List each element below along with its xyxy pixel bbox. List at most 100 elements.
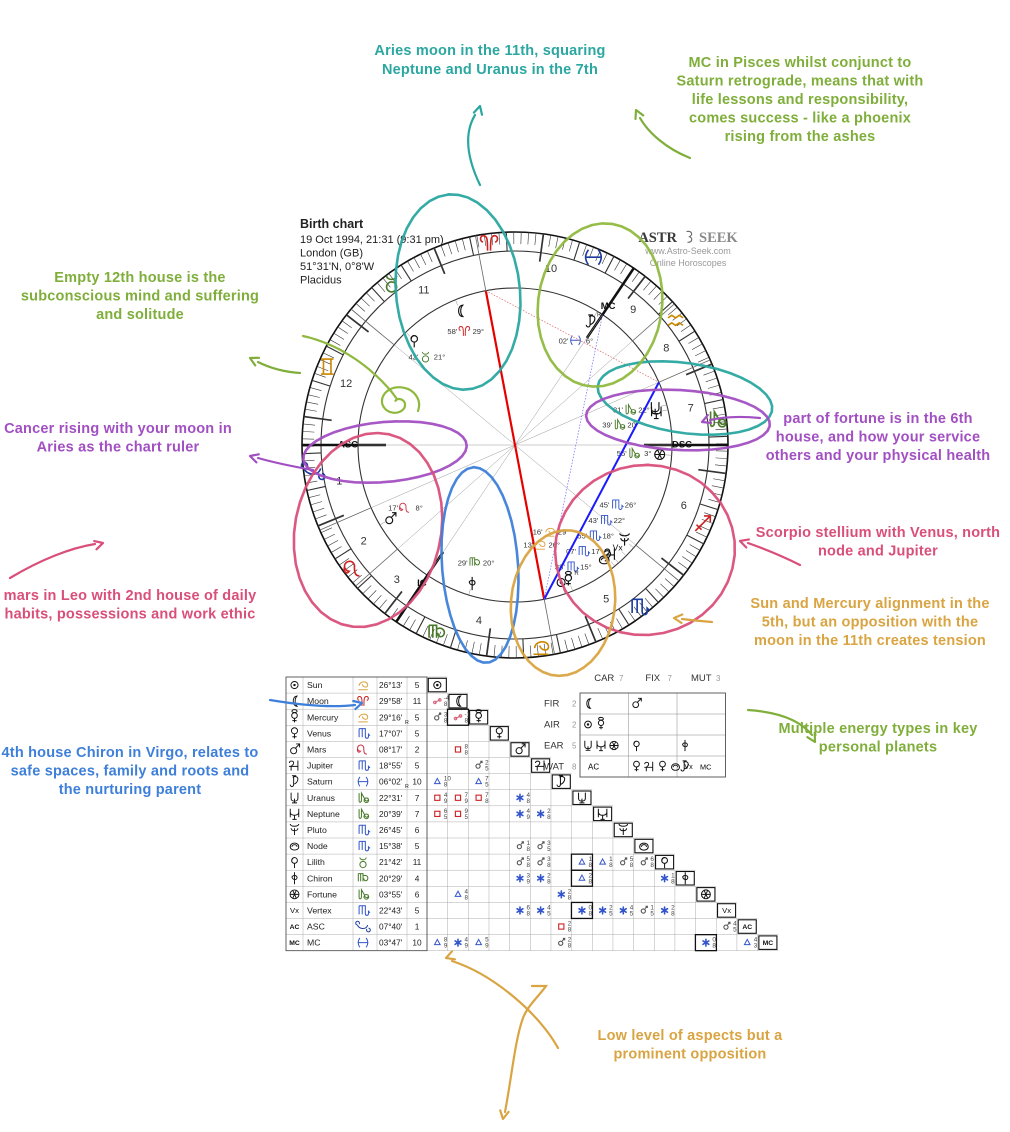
svg-text:SEEK: SEEK bbox=[699, 230, 738, 246]
svg-text:CAR: CAR bbox=[594, 673, 614, 684]
svg-text:20°29': 20°29' bbox=[379, 873, 403, 883]
svg-text:Empty 12th house is the: Empty 12th house is the bbox=[54, 270, 225, 286]
svg-text:Neptune: Neptune bbox=[307, 809, 340, 819]
svg-text:3: 3 bbox=[754, 943, 758, 950]
svg-text:Node: Node bbox=[307, 841, 328, 851]
svg-text:5: 5 bbox=[415, 905, 420, 915]
svg-text:Sun: Sun bbox=[307, 680, 323, 690]
svg-text:3: 3 bbox=[394, 574, 400, 586]
svg-text:19 Oct 1994, 21:31 (9:31 pm): 19 Oct 1994, 21:31 (9:31 pm) bbox=[300, 234, 444, 246]
svg-text:8: 8 bbox=[609, 862, 613, 869]
svg-text:EAR: EAR bbox=[544, 741, 564, 752]
svg-text:08°17': 08°17' bbox=[379, 744, 403, 754]
svg-text:6: 6 bbox=[415, 825, 420, 835]
svg-text:AIR: AIR bbox=[544, 720, 560, 731]
svg-text:the nurturing parent: the nurturing parent bbox=[59, 782, 202, 798]
svg-text:07°40': 07°40' bbox=[379, 922, 403, 932]
svg-text:Vx: Vx bbox=[684, 762, 693, 771]
svg-text:7: 7 bbox=[668, 674, 673, 683]
svg-text:2: 2 bbox=[415, 744, 420, 754]
svg-text:Neptune and Uranus in the 7th: Neptune and Uranus in the 7th bbox=[382, 62, 598, 78]
svg-text:Aries as the chart ruler: Aries as the chart ruler bbox=[37, 440, 200, 456]
svg-text:18°55': 18°55' bbox=[379, 761, 403, 771]
svg-text:8: 8 bbox=[568, 927, 572, 934]
svg-text:MC: MC bbox=[601, 301, 616, 312]
svg-text:29': 29' bbox=[458, 559, 468, 568]
svg-text:06°02': 06°02' bbox=[379, 777, 403, 787]
svg-text:5: 5 bbox=[415, 761, 420, 771]
svg-text:6: 6 bbox=[681, 500, 687, 512]
svg-text:Aries moon in the 11th, squari: Aries moon in the 11th, squaring bbox=[374, 43, 605, 59]
svg-text:prominent opposition: prominent opposition bbox=[613, 1047, 766, 1063]
svg-text:8: 8 bbox=[712, 943, 716, 950]
svg-text:Lilith: Lilith bbox=[307, 857, 325, 867]
svg-text:5: 5 bbox=[485, 782, 489, 789]
svg-text:WAT: WAT bbox=[544, 762, 564, 773]
svg-text:11: 11 bbox=[413, 696, 422, 706]
svg-text:4: 4 bbox=[415, 873, 420, 883]
svg-text:8: 8 bbox=[588, 878, 592, 885]
svg-text:8: 8 bbox=[547, 814, 551, 821]
svg-text:51°31'N, 0°8'W: 51°31'N, 0°8'W bbox=[300, 261, 375, 273]
svg-text:4: 4 bbox=[476, 615, 482, 627]
svg-text:subconscious mind and sufferin: subconscious mind and suffering bbox=[21, 289, 259, 305]
svg-text:MC: MC bbox=[307, 938, 321, 948]
svg-text:8: 8 bbox=[444, 782, 448, 789]
svg-text:02': 02' bbox=[559, 336, 569, 345]
svg-text:15°: 15° bbox=[580, 563, 591, 572]
svg-text:R: R bbox=[574, 571, 579, 577]
svg-text:comes success - like a phoenix: comes success - like a phoenix bbox=[689, 111, 911, 127]
svg-text:8: 8 bbox=[650, 862, 654, 869]
svg-text:5: 5 bbox=[603, 594, 609, 606]
svg-text:8: 8 bbox=[526, 798, 530, 805]
svg-text:Saturn retrograde, means that: Saturn retrograde, means that with bbox=[677, 74, 924, 90]
svg-text:8°: 8° bbox=[416, 504, 423, 513]
svg-text:10: 10 bbox=[412, 938, 422, 948]
svg-text:FIX: FIX bbox=[645, 673, 660, 684]
svg-text:1: 1 bbox=[415, 922, 420, 932]
svg-text:2: 2 bbox=[572, 721, 577, 730]
svg-text:21°: 21° bbox=[434, 353, 445, 362]
svg-text:Jupiter: Jupiter bbox=[307, 761, 333, 771]
svg-text:8: 8 bbox=[663, 342, 669, 354]
svg-text:Placidus: Placidus bbox=[300, 275, 342, 287]
svg-text:7: 7 bbox=[415, 809, 420, 819]
svg-text:7: 7 bbox=[415, 793, 420, 803]
svg-text:17°07': 17°07' bbox=[379, 728, 403, 738]
svg-text:5: 5 bbox=[733, 927, 737, 934]
svg-text:9: 9 bbox=[444, 798, 448, 805]
svg-text:5: 5 bbox=[464, 814, 468, 821]
svg-text:R: R bbox=[405, 720, 409, 726]
svg-text:Sun and Mercury alignment in t: Sun and Mercury alignment in the bbox=[750, 596, 989, 612]
svg-text:11: 11 bbox=[413, 857, 422, 867]
svg-text:3°: 3° bbox=[644, 449, 651, 458]
svg-text:03°55': 03°55' bbox=[379, 889, 403, 899]
svg-text:London (GB): London (GB) bbox=[300, 248, 363, 260]
svg-text:8: 8 bbox=[547, 862, 551, 869]
svg-text:8: 8 bbox=[444, 701, 448, 708]
svg-text:9: 9 bbox=[464, 943, 468, 950]
svg-text:Mercury: Mercury bbox=[307, 712, 339, 722]
svg-text:others and your physical healt: others and your physical health bbox=[766, 448, 991, 464]
svg-text:18°: 18° bbox=[602, 532, 613, 541]
svg-text:22°31': 22°31' bbox=[379, 793, 403, 803]
svg-text:8: 8 bbox=[526, 910, 530, 917]
svg-text:and solitude: and solitude bbox=[96, 307, 184, 323]
svg-text:9: 9 bbox=[485, 943, 489, 950]
svg-text:29°58': 29°58' bbox=[379, 696, 403, 706]
svg-text:Vertex: Vertex bbox=[307, 905, 332, 915]
svg-text:29°16': 29°16' bbox=[379, 712, 403, 722]
svg-text:26°: 26° bbox=[625, 501, 636, 510]
svg-text:5: 5 bbox=[609, 910, 613, 917]
svg-text:10: 10 bbox=[412, 777, 422, 787]
svg-text:8: 8 bbox=[568, 894, 572, 901]
svg-text:29°: 29° bbox=[473, 327, 484, 336]
svg-text:17': 17' bbox=[388, 504, 398, 513]
svg-text:3: 3 bbox=[716, 674, 721, 683]
svg-text:9: 9 bbox=[630, 304, 636, 316]
svg-text:8: 8 bbox=[630, 862, 634, 869]
svg-text:AC: AC bbox=[588, 763, 599, 772]
svg-text:9: 9 bbox=[444, 943, 448, 950]
svg-text:8: 8 bbox=[588, 910, 592, 917]
svg-text:R: R bbox=[405, 784, 409, 790]
